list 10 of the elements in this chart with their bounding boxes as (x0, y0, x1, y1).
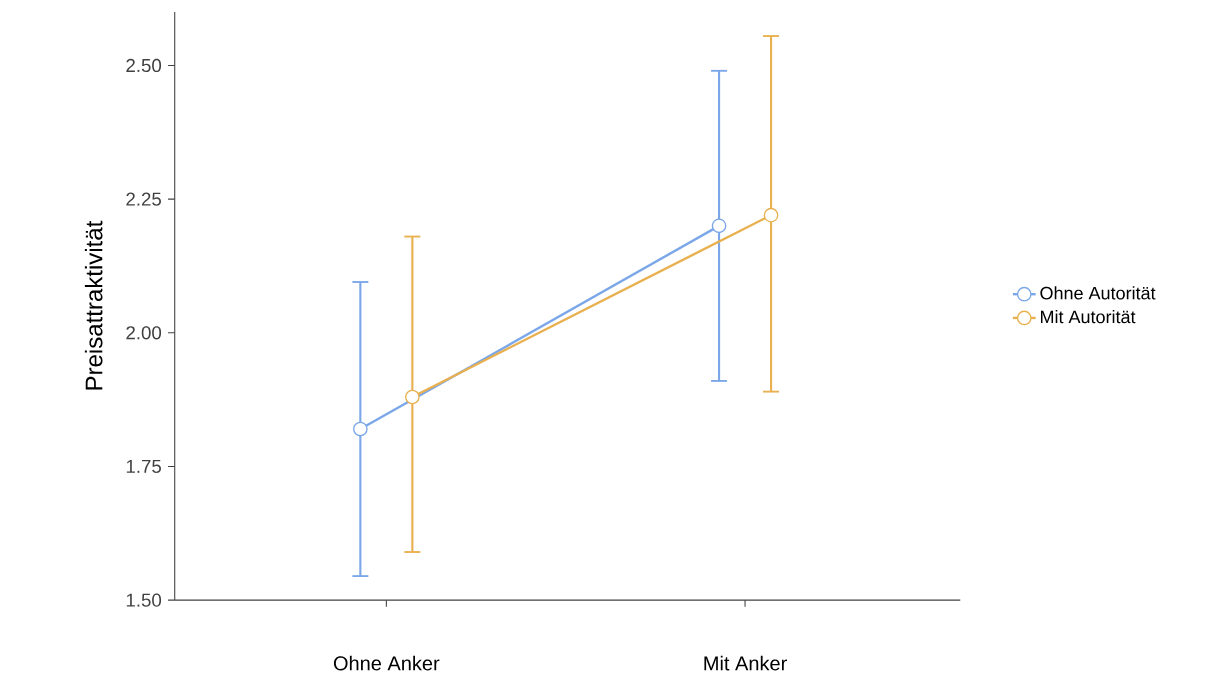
y-tick-label: 1.50 (126, 593, 162, 607)
legend-label: Ohne Autorität (1040, 286, 1156, 300)
x-tick-label: Mit Anker (704, 655, 787, 671)
x-tick-label: Ohne Anker (333, 655, 440, 671)
y-axis-title: Preisattraktivität (84, 220, 103, 390)
y-tick-label: 1.75 (126, 459, 161, 473)
y-tick-label: 2.00 (126, 326, 162, 340)
y-tick-label: 2.25 (126, 192, 161, 206)
y-tick-label: 2.50 (126, 58, 162, 72)
legend-label: Mit Autorität (1040, 309, 1136, 324)
